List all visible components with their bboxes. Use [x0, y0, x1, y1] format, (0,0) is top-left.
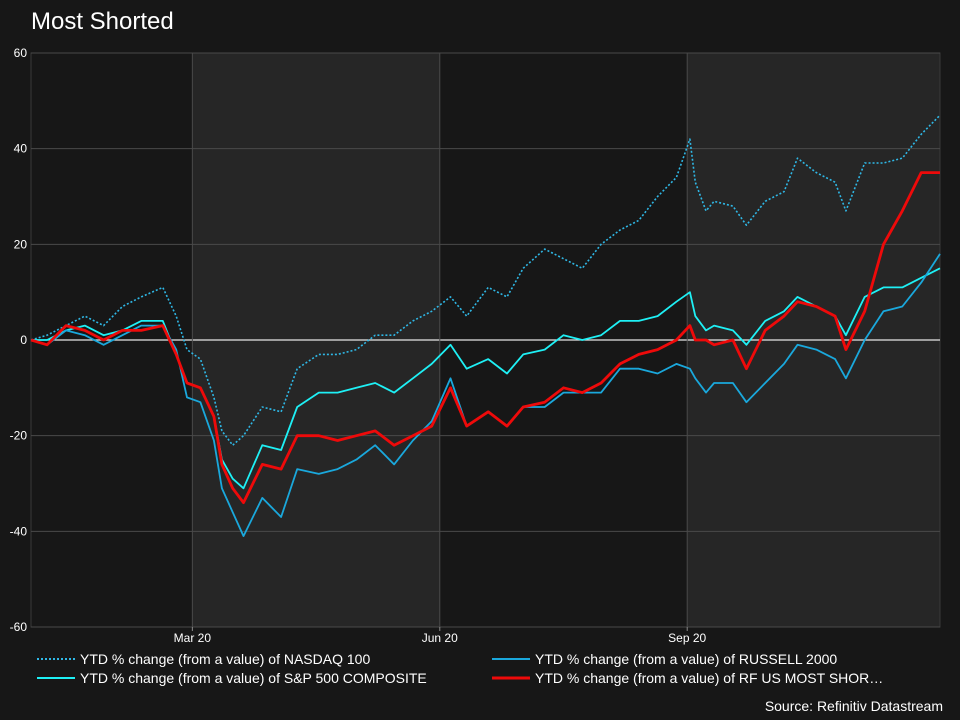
legend: YTD % change (from a value) of NASDAQ 10… [37, 651, 883, 686]
legend-label: YTD % change (from a value) of S&P 500 C… [80, 670, 427, 686]
y-tick-label: -60 [10, 620, 28, 634]
x-tick-label: Jun 20 [422, 631, 458, 645]
y-tick-label: -20 [10, 429, 28, 443]
series-lines [30, 114, 941, 537]
x-tick-label: Mar 20 [174, 631, 212, 645]
gridlines [31, 52, 940, 628]
y-tick-label: 20 [14, 237, 28, 251]
y-tick-label: 0 [20, 333, 27, 347]
x-axis: Mar 20 Jun 20 Sep 20 [174, 627, 707, 645]
chart-title: Most Shorted [31, 8, 174, 35]
y-tick-label: -40 [10, 524, 28, 538]
most-shorted-line [30, 171, 940, 504]
legend-label: YTD % change (from a value) of RUSSELL 2… [535, 651, 837, 667]
y-axis: 60 40 20 0 -20 -40 -60 [10, 46, 28, 634]
source-note: Source: Refinitiv Datastream [765, 698, 943, 714]
y-tick-label: 60 [14, 46, 28, 60]
x-tick-label: Sep 20 [668, 631, 706, 645]
legend-label: YTD % change (from a value) of RF US MOS… [535, 670, 883, 686]
legend-label: YTD % change (from a value) of NASDAQ 10… [80, 651, 370, 667]
y-tick-label: 40 [14, 142, 28, 156]
nasdaq-100-line [30, 114, 941, 446]
